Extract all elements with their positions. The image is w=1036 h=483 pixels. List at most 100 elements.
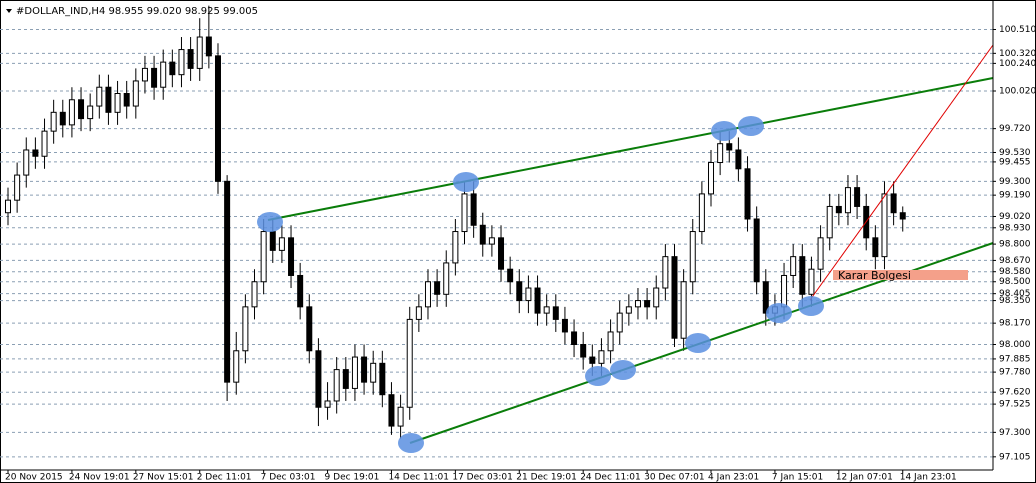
candle-body bbox=[461, 193, 468, 233]
y-tick-label: 97.525 bbox=[999, 400, 1031, 410]
touch-point bbox=[610, 360, 636, 380]
candle-body bbox=[233, 350, 240, 383]
candle-body bbox=[680, 281, 687, 339]
y-tick-label: 100.510 bbox=[999, 25, 1036, 35]
y-tick-label: 99.530 bbox=[999, 148, 1031, 158]
candle-body bbox=[78, 99, 85, 120]
candle-body bbox=[306, 306, 313, 352]
y-tick-label: 98.670 bbox=[999, 256, 1031, 266]
touch-point bbox=[711, 121, 737, 141]
candle-body bbox=[479, 224, 486, 245]
candle-body bbox=[507, 268, 514, 283]
candle-body bbox=[625, 306, 632, 314]
candle-body bbox=[598, 350, 605, 364]
candle-body bbox=[361, 356, 368, 383]
x-tick-label: 14 Jan 23:01 bbox=[900, 473, 957, 483]
x-tick-label: 21 Dec 19:01 bbox=[516, 473, 577, 483]
candle-body bbox=[123, 92, 130, 107]
candle-body bbox=[196, 36, 203, 69]
y-tick-label: 99.300 bbox=[999, 177, 1031, 187]
y-tick-label: 98.170 bbox=[999, 319, 1031, 329]
x-tick-label: 27 Nov 15:01 bbox=[133, 473, 194, 483]
candle-body bbox=[315, 350, 322, 408]
candle-body bbox=[342, 369, 349, 389]
candle-body bbox=[708, 162, 715, 195]
candle-body bbox=[835, 205, 842, 214]
candle-body bbox=[890, 193, 897, 214]
candle-body bbox=[552, 306, 559, 320]
y-tick-label: 99.455 bbox=[999, 157, 1031, 167]
touch-points bbox=[257, 116, 824, 453]
candle-body bbox=[333, 369, 340, 402]
touch-point bbox=[738, 116, 764, 136]
y-tick-label: 99.190 bbox=[999, 191, 1031, 201]
candle-body bbox=[881, 193, 888, 258]
candle-body bbox=[899, 212, 906, 220]
touch-point bbox=[766, 303, 792, 323]
y-tick-label: 98.930 bbox=[999, 223, 1031, 233]
y-tick-label: 97.885 bbox=[999, 354, 1031, 364]
candle-body bbox=[260, 231, 267, 283]
candle-body bbox=[616, 312, 623, 333]
candle-body bbox=[324, 400, 331, 408]
candle-body bbox=[178, 49, 185, 76]
x-tick-label: 20 Nov 2015 bbox=[5, 473, 63, 483]
candle-body bbox=[844, 187, 851, 214]
candle-body bbox=[808, 268, 815, 295]
candle-body bbox=[589, 356, 596, 364]
menu-arrow[interactable] bbox=[6, 9, 12, 13]
x-tick-label: 17 Dec 03:01 bbox=[452, 473, 513, 483]
x-tick-label: 2 Dec 11:01 bbox=[197, 473, 252, 483]
candle-body bbox=[160, 61, 167, 88]
candle-body bbox=[561, 318, 568, 333]
x-tick-label: 7 Dec 03:01 bbox=[261, 473, 316, 483]
candle-body bbox=[854, 187, 861, 207]
candle-body bbox=[817, 237, 824, 270]
candle-body bbox=[744, 168, 751, 220]
x-tick-label: 30 Dec 07:01 bbox=[644, 473, 705, 483]
candle-body bbox=[698, 193, 705, 233]
y-tick-label: 98.500 bbox=[999, 277, 1031, 287]
y-tick-label: 100.020 bbox=[999, 86, 1036, 96]
touch-point bbox=[453, 172, 479, 192]
candle-body bbox=[781, 274, 788, 308]
candle-body bbox=[790, 256, 797, 276]
candle-body bbox=[488, 237, 495, 245]
y-tick-label: 98.000 bbox=[999, 340, 1031, 350]
x-tick-label: 14 Dec 11:01 bbox=[388, 473, 449, 483]
candle-body bbox=[452, 231, 459, 264]
candle-body bbox=[96, 86, 103, 107]
candle-body bbox=[644, 300, 651, 308]
x-tick-label: 24 Nov 19:01 bbox=[69, 473, 130, 483]
candle-body bbox=[205, 36, 212, 57]
y-tick-label: 98.800 bbox=[999, 240, 1031, 250]
candle-body bbox=[224, 180, 231, 383]
candle-body bbox=[634, 300, 641, 308]
candle-body bbox=[41, 130, 48, 157]
candle-body bbox=[571, 331, 578, 345]
candle-body bbox=[717, 143, 724, 164]
candle-body bbox=[671, 256, 678, 339]
candle-body bbox=[50, 111, 57, 132]
candle-body bbox=[68, 99, 75, 126]
candle-body bbox=[753, 218, 760, 283]
y-tick-label: 97.105 bbox=[999, 452, 1031, 462]
candle-body bbox=[351, 356, 358, 389]
candle-body bbox=[151, 67, 158, 88]
touch-point bbox=[398, 433, 424, 453]
red-trend-line bbox=[809, 44, 994, 301]
y-tick-label: 98.580 bbox=[999, 267, 1031, 277]
candle-body bbox=[288, 237, 295, 276]
candle-body bbox=[5, 199, 11, 214]
candle-body bbox=[735, 149, 742, 170]
candle-body bbox=[242, 306, 249, 352]
candle-body bbox=[543, 306, 550, 314]
candle-body bbox=[297, 274, 304, 308]
x-tick-label: 4 Jan 23:01 bbox=[708, 473, 759, 483]
candle-body bbox=[59, 111, 66, 126]
candle-body bbox=[434, 281, 441, 295]
touch-point bbox=[685, 333, 711, 353]
candle-body bbox=[498, 237, 505, 270]
